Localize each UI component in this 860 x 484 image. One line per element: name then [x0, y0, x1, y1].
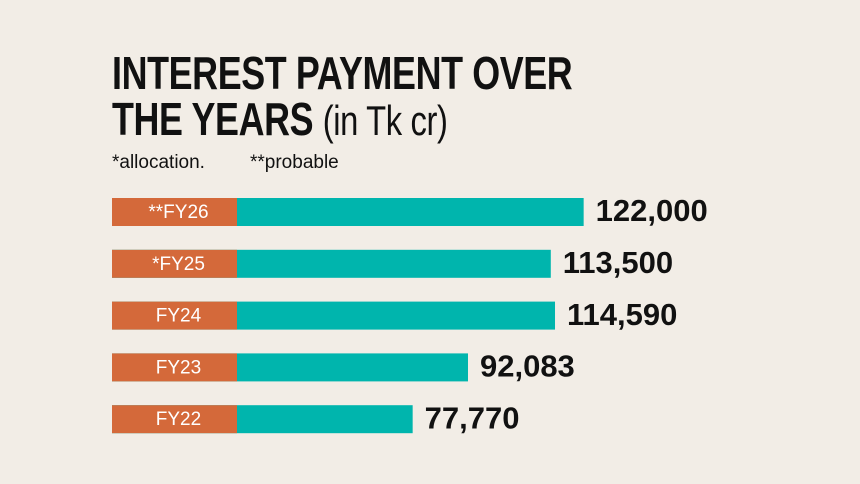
category-box: [112, 198, 237, 226]
category-box: [112, 249, 237, 278]
value-label: 113,500: [563, 245, 673, 280]
category-box: [112, 353, 237, 382]
value-label: 114,590: [567, 297, 677, 332]
category-label: **FY26: [148, 202, 208, 223]
category-label: FY24: [156, 306, 202, 327]
note: **probable: [250, 152, 339, 173]
value-label: 122,000: [596, 193, 708, 228]
value-label: 77,770: [425, 400, 520, 435]
category-label: FY23: [156, 357, 201, 378]
chart-title: INTEREST PAYMENT OVER THE YEARS: [112, 47, 573, 145]
category-label: FY22: [156, 409, 201, 430]
category-box: [112, 405, 237, 434]
note: *allocation.: [112, 152, 205, 173]
chart-title-block: INTEREST PAYMENT OVER THE YEARS (in Tk c…: [112, 50, 611, 144]
category-box: [112, 301, 237, 330]
category-label: *FY25: [152, 254, 205, 275]
unit-label: (in Tk cr): [322, 97, 448, 144]
value-label: 92,083: [480, 349, 575, 384]
